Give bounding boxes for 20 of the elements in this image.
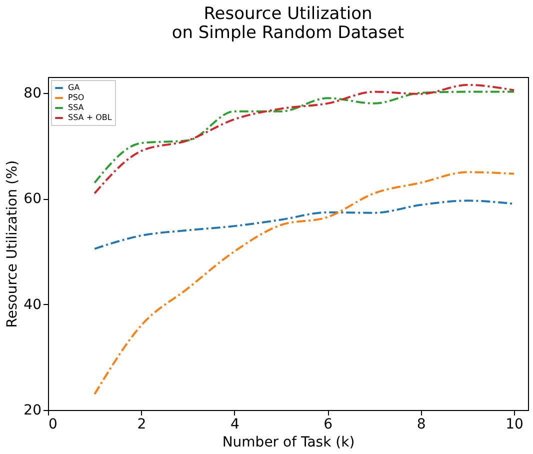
line-series [94,84,516,194]
x-tick-label: 8 [416,416,426,432]
x-tick-label: 10 [506,416,524,432]
y-tick-label: 80 [24,85,42,102]
line-series [94,171,516,396]
x-tick-label: 4 [230,416,240,432]
x-tick-label: 0 [48,416,58,432]
y-axis-title: Resource Utilization (%) [4,160,21,328]
y-tick-label: 40 [24,296,42,313]
y-tick-label: 20 [24,402,42,418]
y-tick-label: 60 [24,191,42,208]
x-axis-title: Number of Task (k) [222,434,355,450]
x-tick-label: 6 [324,416,333,432]
legend-label: SSA + OBL [68,113,112,122]
chart-title: Resource Utilization on Simple Random Dataset [172,4,405,43]
line-series [94,90,516,184]
legend-label: GA [68,83,80,92]
x-tick-label: 2 [137,416,146,432]
legend-label: PSO [68,93,84,102]
legend-label: SSA [68,103,84,112]
